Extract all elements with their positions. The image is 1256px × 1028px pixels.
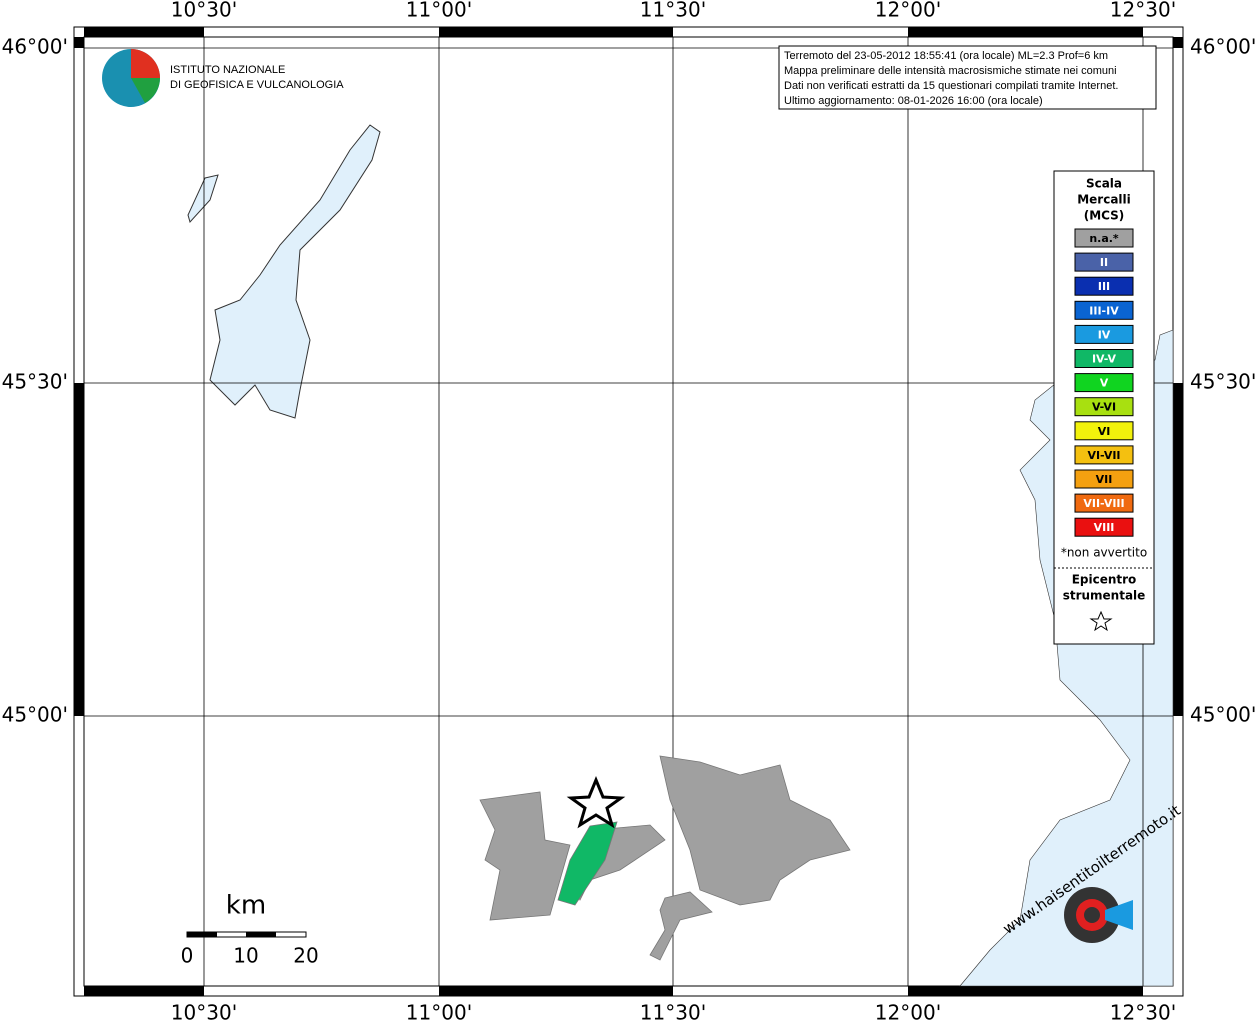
lat-label: 45°30'	[2, 370, 68, 394]
legend-swatch	[1074, 517, 1134, 537]
epicenter	[566, 776, 626, 829]
institute: DI GEOFISICA E VULCANOLOGIA	[170, 79, 344, 91]
legend: ScalaMercalli(MCS)n.a.*IIIIIIII-IVIVIV-V…	[1074, 177, 1134, 537]
info-line: Terremoto del 23-05-2012 18:55:41 (ora l…	[784, 50, 1108, 62]
lon-label: 10°30'	[171, 0, 237, 22]
scale-ticks: 0 10 20	[181, 944, 319, 968]
scale-tick: 20	[293, 944, 318, 968]
legend-label: IV-V	[1092, 353, 1117, 366]
lon-label: 12°00'	[875, 1001, 941, 1025]
lon-label: 11°30'	[640, 1001, 706, 1025]
lon-label: 12°00'	[875, 0, 941, 22]
badge-logo	[1105, 900, 1133, 930]
ingv-logo	[131, 49, 160, 78]
legend-swatch	[1074, 349, 1134, 368]
lat-label: 46°00'	[2, 35, 68, 59]
legend-label: V	[1100, 377, 1109, 390]
legend-label: V-VI	[1092, 401, 1116, 414]
legend-swatch	[1074, 373, 1134, 393]
legend-swatch	[1074, 276, 1134, 296]
info-line: Dati non verificati estratti da 15 quest…	[784, 80, 1118, 92]
municipalities	[479, 755, 851, 961]
lake	[209, 124, 381, 419]
legend-title: Scala	[1086, 177, 1122, 191]
legend-label: VII-VIII	[1083, 497, 1124, 510]
legend-title: (MCS)	[1084, 209, 1125, 223]
legend-title: Mercalli	[1077, 193, 1131, 207]
scale-bar	[187, 932, 217, 937]
lake	[187, 174, 219, 224]
lat-label: 45°00'	[2, 703, 68, 727]
scale-unit: km	[226, 891, 266, 921]
legend-label: n.a.*	[1089, 232, 1119, 245]
scale-bar	[246, 932, 276, 937]
legend-swatch	[1074, 421, 1134, 441]
lon-label: 11°00'	[406, 0, 472, 22]
info-box	[778, 45, 1157, 110]
legend-swatch	[1074, 228, 1134, 248]
badge-logo	[1084, 907, 1100, 923]
legend-label: II	[1100, 256, 1108, 269]
municipality-iv-v	[557, 821, 618, 906]
legend-star	[1089, 610, 1113, 632]
institute: ISTITUTO NAZIONALE	[170, 64, 285, 76]
legend-label: VIII	[1094, 521, 1115, 534]
lat-label: 45°30'	[1190, 370, 1256, 394]
legend-swatch	[1074, 252, 1134, 272]
legend-swatch	[1074, 493, 1134, 513]
legend-swatch	[1074, 324, 1134, 344]
legend-swatch	[1074, 445, 1134, 465]
lon-label: 11°00'	[406, 1001, 472, 1025]
lon-label: 11°30'	[640, 0, 706, 22]
ingv-logo	[131, 78, 160, 103]
info-line: Ultimo aggiornamento: 08-01-2026 16:00 (…	[784, 95, 1043, 107]
frame-ticks	[74, 27, 1183, 996]
legend-swatch	[1074, 469, 1134, 489]
lat-label: 45°00'	[1190, 703, 1256, 727]
legend-epicenter: strumentale	[1063, 589, 1146, 603]
legend-label: VI	[1098, 425, 1111, 438]
grid	[84, 37, 1173, 986]
lon-label: 10°30'	[171, 1001, 237, 1025]
legend-epicenter: Epicentro	[1072, 573, 1137, 587]
legend-label: VII	[1096, 473, 1113, 486]
legend-label: IV	[1098, 328, 1111, 341]
lon-label: 12°30'	[1110, 0, 1176, 22]
lon-label: 12°30'	[1110, 1001, 1176, 1025]
legend-note: *non avvertito	[1061, 546, 1147, 560]
legend-swatch	[1074, 397, 1134, 417]
lat-label: 46°00'	[1190, 35, 1256, 59]
legend-label: III-IV	[1089, 304, 1119, 317]
legend-label: III	[1098, 280, 1110, 293]
legend-swatch	[1074, 300, 1134, 320]
info-line: Mappa preliminare delle intensità macros…	[784, 65, 1117, 77]
scale-tick: 10	[233, 944, 258, 968]
info: Terremoto del 23-05-2012 18:55:41 (ora l…	[784, 50, 1118, 107]
scale-tick: 0	[181, 944, 194, 968]
legend-label: VI-VII	[1087, 449, 1120, 462]
